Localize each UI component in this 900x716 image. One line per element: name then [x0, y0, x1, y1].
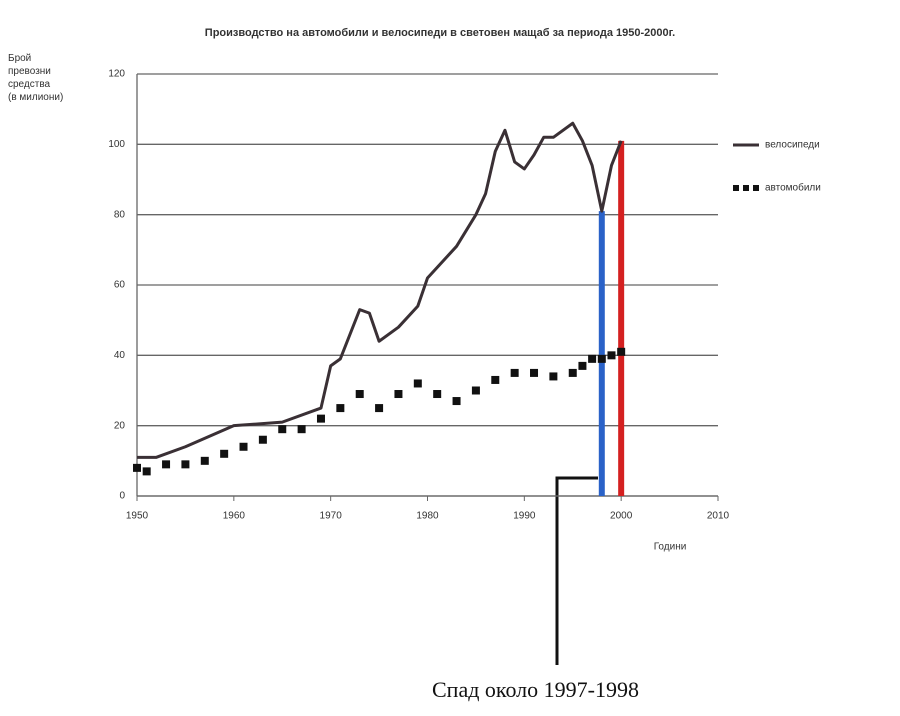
data-line — [137, 121, 623, 459]
data-point — [510, 368, 519, 377]
data-point — [568, 368, 577, 377]
data-point — [278, 425, 287, 434]
data-point — [297, 425, 306, 434]
data-point — [200, 456, 209, 465]
y-tick-label: 0 — [119, 491, 125, 502]
y-tick-label: 120 — [108, 69, 125, 80]
data-point — [588, 354, 597, 363]
x-tick-label: 2010 — [707, 511, 730, 522]
legend-swatch — [753, 185, 759, 191]
data-point — [133, 463, 141, 472]
data-point — [355, 390, 364, 399]
annotation-pointer — [555, 476, 598, 665]
x-tick-label: 1970 — [320, 511, 343, 522]
chart-title: Производство на автомобили и велосипеди … — [205, 27, 675, 39]
y-label-line: превозни — [8, 66, 51, 77]
legend-swatch — [733, 185, 739, 191]
data-point — [316, 414, 325, 423]
data-point — [220, 449, 229, 458]
data-point — [491, 375, 500, 384]
x-tick-label: 1960 — [223, 511, 246, 522]
data-point — [394, 390, 403, 399]
data-point — [597, 354, 606, 363]
data-point — [181, 460, 190, 469]
legend-label: автомобили — [765, 182, 821, 194]
y-tick-label: 20 — [114, 420, 126, 431]
y-tick-label: 60 — [114, 280, 126, 291]
data-point — [549, 372, 558, 381]
data-point — [258, 435, 267, 444]
y-tick-label: 40 — [114, 350, 126, 361]
data-point — [413, 379, 422, 388]
data-point — [142, 467, 151, 476]
legend-swatch — [743, 185, 749, 191]
data-point — [433, 390, 442, 399]
y-label-line: Брой — [8, 53, 31, 64]
data-point — [239, 442, 248, 451]
y-label-line: средства — [8, 79, 51, 90]
x-tick-label: 2000 — [610, 511, 633, 522]
y-axis-label: Брой превозни средства (в милиони) — [8, 53, 63, 103]
data-point — [617, 347, 626, 356]
data-point — [578, 361, 587, 370]
data-point — [607, 351, 616, 360]
data-point — [336, 404, 345, 413]
x-tick-label: 1980 — [416, 511, 439, 522]
x-tick-label: 1990 — [513, 511, 536, 522]
y-tick-label: 80 — [114, 209, 126, 220]
data-point — [471, 386, 480, 395]
x-tick-label: 1950 — [126, 511, 149, 522]
annotation: Спад около 1997-1998 — [432, 677, 639, 702]
data-point — [375, 404, 384, 413]
x-axis-label: Години — [654, 542, 687, 553]
y-label-line: (в милиони) — [8, 92, 63, 103]
data-point — [162, 460, 171, 469]
y-tick-label: 100 — [108, 139, 125, 150]
legend-label: велосипеди — [765, 140, 820, 151]
data-point — [530, 368, 539, 377]
data-point — [452, 397, 461, 406]
